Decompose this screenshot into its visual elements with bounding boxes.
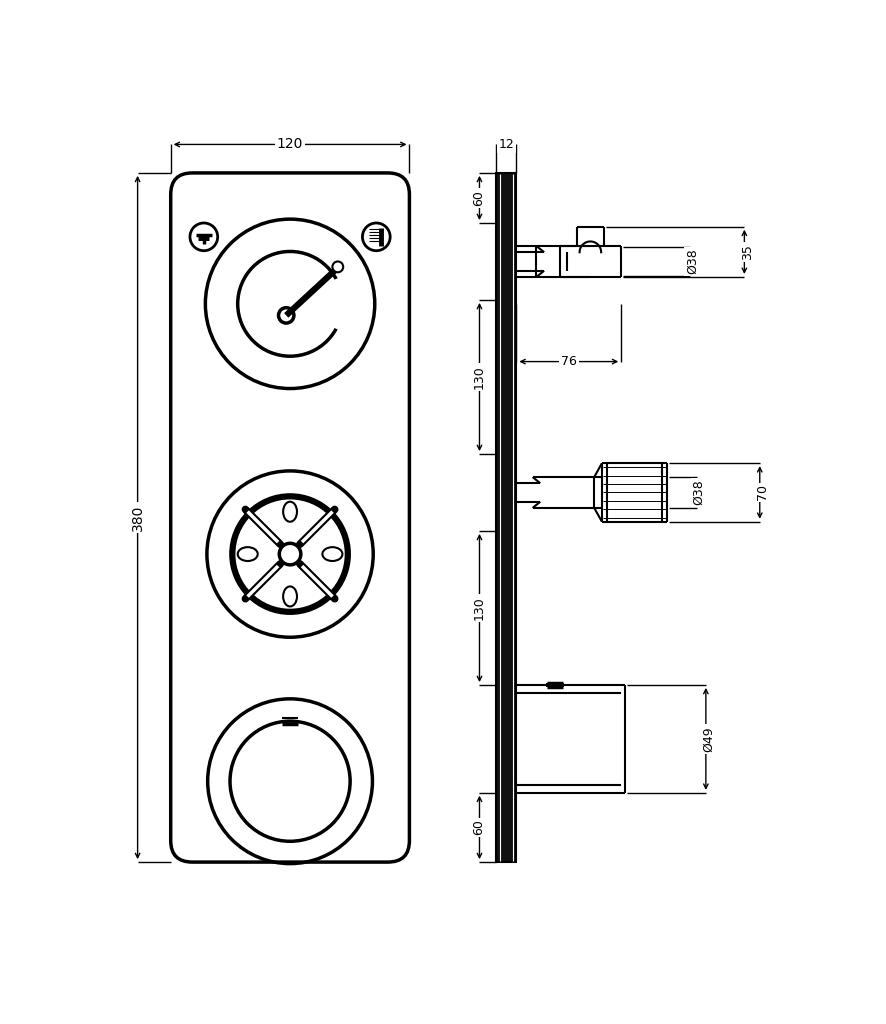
Bar	[496, 173, 517, 862]
Text: Ø38: Ø38	[693, 479, 705, 506]
Circle shape	[278, 307, 294, 324]
Circle shape	[362, 223, 390, 251]
Text: 12: 12	[499, 138, 514, 151]
Text: 70: 70	[757, 484, 769, 501]
Text: 120: 120	[277, 137, 303, 152]
Circle shape	[190, 223, 218, 251]
Text: 60: 60	[472, 190, 486, 206]
Text: Ø49: Ø49	[702, 726, 715, 752]
Circle shape	[279, 544, 301, 565]
Text: 130: 130	[472, 596, 486, 620]
Text: 380: 380	[130, 504, 144, 530]
Circle shape	[332, 261, 343, 272]
Text: 130: 130	[472, 366, 486, 389]
Text: 60: 60	[472, 819, 486, 836]
Text: 76: 76	[561, 355, 577, 368]
FancyBboxPatch shape	[171, 173, 409, 862]
Text: 35: 35	[741, 244, 754, 260]
Text: Ø38: Ø38	[687, 249, 699, 274]
